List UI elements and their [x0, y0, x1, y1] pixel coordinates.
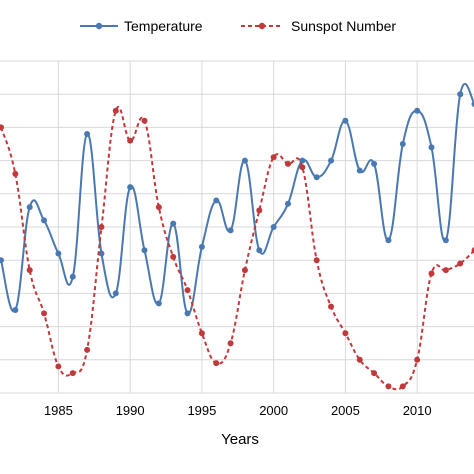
- point-sunspot-number: [241, 267, 248, 274]
- point-temperature: [155, 300, 162, 307]
- point-temperature: [371, 160, 378, 167]
- x-tick-label: 2005: [331, 403, 360, 418]
- point-temperature: [428, 144, 435, 151]
- legend-marker-sunspot-number: [258, 22, 266, 30]
- x-tick-label: 2000: [259, 403, 288, 418]
- point-sunspot-number: [457, 260, 464, 267]
- point-sunspot-number: [112, 107, 119, 114]
- point-temperature: [313, 174, 320, 181]
- point-sunspot-number: [184, 287, 191, 294]
- x-tick-label: 1995: [187, 403, 216, 418]
- point-sunspot-number: [385, 383, 392, 390]
- point-sunspot-number: [270, 154, 277, 161]
- point-temperature: [184, 310, 191, 317]
- point-temperature: [285, 200, 291, 207]
- series-group: [0, 83, 474, 391]
- point-sunspot-number: [41, 310, 48, 317]
- legend-label-sunspot-number: Sunspot Number: [291, 18, 396, 34]
- point-temperature: [299, 157, 306, 164]
- point-temperature: [356, 167, 363, 174]
- point-temperature: [213, 197, 220, 204]
- point-sunspot-number: [98, 224, 105, 230]
- point-sunspot-number: [12, 170, 19, 177]
- point-temperature: [170, 220, 177, 227]
- point-sunspot-number: [285, 160, 291, 167]
- point-temperature: [414, 107, 421, 114]
- point-temperature: [328, 157, 335, 164]
- point-sunspot-number: [399, 383, 406, 390]
- point-temperature: [227, 227, 234, 234]
- point-sunspot-number: [26, 267, 33, 274]
- point-temperature: [270, 224, 277, 230]
- point-temperature: [342, 117, 349, 124]
- point-temperature: [471, 101, 474, 108]
- legend-item-temperature: Temperature: [80, 18, 203, 34]
- point-temperature: [69, 273, 76, 280]
- point-temperature: [41, 217, 48, 224]
- x-axis-title: Years: [221, 431, 259, 448]
- point-temperature: [385, 237, 392, 244]
- x-axis: 1985 1990 1995 2000 2005 2010: [44, 403, 432, 418]
- point-sunspot-number: [471, 247, 474, 254]
- point-sunspot-number: [428, 270, 435, 277]
- point-sunspot-number: [127, 137, 134, 144]
- grid: [0, 60, 474, 394]
- point-temperature: [241, 157, 248, 164]
- point-temperature: [84, 131, 91, 138]
- point-temperature: [256, 247, 263, 254]
- point-temperature: [399, 141, 406, 147]
- point-temperature: [442, 237, 449, 244]
- point-sunspot-number: [328, 303, 335, 310]
- point-temperature: [198, 243, 205, 250]
- legend-item-sunspot-number: Sunspot Number: [241, 18, 396, 34]
- point-sunspot-number: [84, 346, 91, 353]
- point-sunspot-number: [299, 164, 306, 171]
- point-temperature: [112, 290, 119, 297]
- x-tick-label: 1985: [44, 403, 73, 418]
- series-line-sunspot-number: [0, 106, 474, 391]
- point-sunspot-number: [155, 204, 162, 211]
- legend: Temperature Sunspot Number: [80, 18, 396, 34]
- point-temperature: [26, 204, 33, 211]
- point-sunspot-number: [213, 360, 220, 367]
- point-sunspot-number: [313, 257, 320, 264]
- point-temperature: [12, 307, 19, 313]
- point-sunspot-number: [198, 330, 205, 337]
- x-tick-label: 2010: [403, 403, 432, 418]
- point-sunspot-number: [69, 370, 76, 377]
- point-sunspot-number: [356, 356, 363, 363]
- point-sunspot-number: [414, 356, 421, 363]
- point-temperature: [98, 250, 105, 257]
- point-sunspot-number: [141, 117, 148, 124]
- point-sunspot-number: [170, 253, 177, 260]
- legend-marker-temperature: [95, 22, 103, 30]
- point-temperature: [457, 91, 464, 98]
- x-tick-label: 1990: [116, 403, 145, 418]
- point-sunspot-number: [442, 267, 449, 274]
- legend-label-temperature: Temperature: [124, 18, 203, 34]
- point-sunspot-number: [256, 207, 263, 214]
- point-temperature: [0, 257, 4, 264]
- point-sunspot-number: [55, 363, 62, 370]
- point-sunspot-number: [0, 124, 4, 131]
- point-sunspot-number: [342, 330, 349, 337]
- point-temperature: [127, 184, 134, 191]
- point-temperature: [55, 250, 62, 257]
- point-sunspot-number: [371, 370, 378, 377]
- point-sunspot-number: [227, 340, 234, 347]
- point-temperature: [141, 247, 148, 254]
